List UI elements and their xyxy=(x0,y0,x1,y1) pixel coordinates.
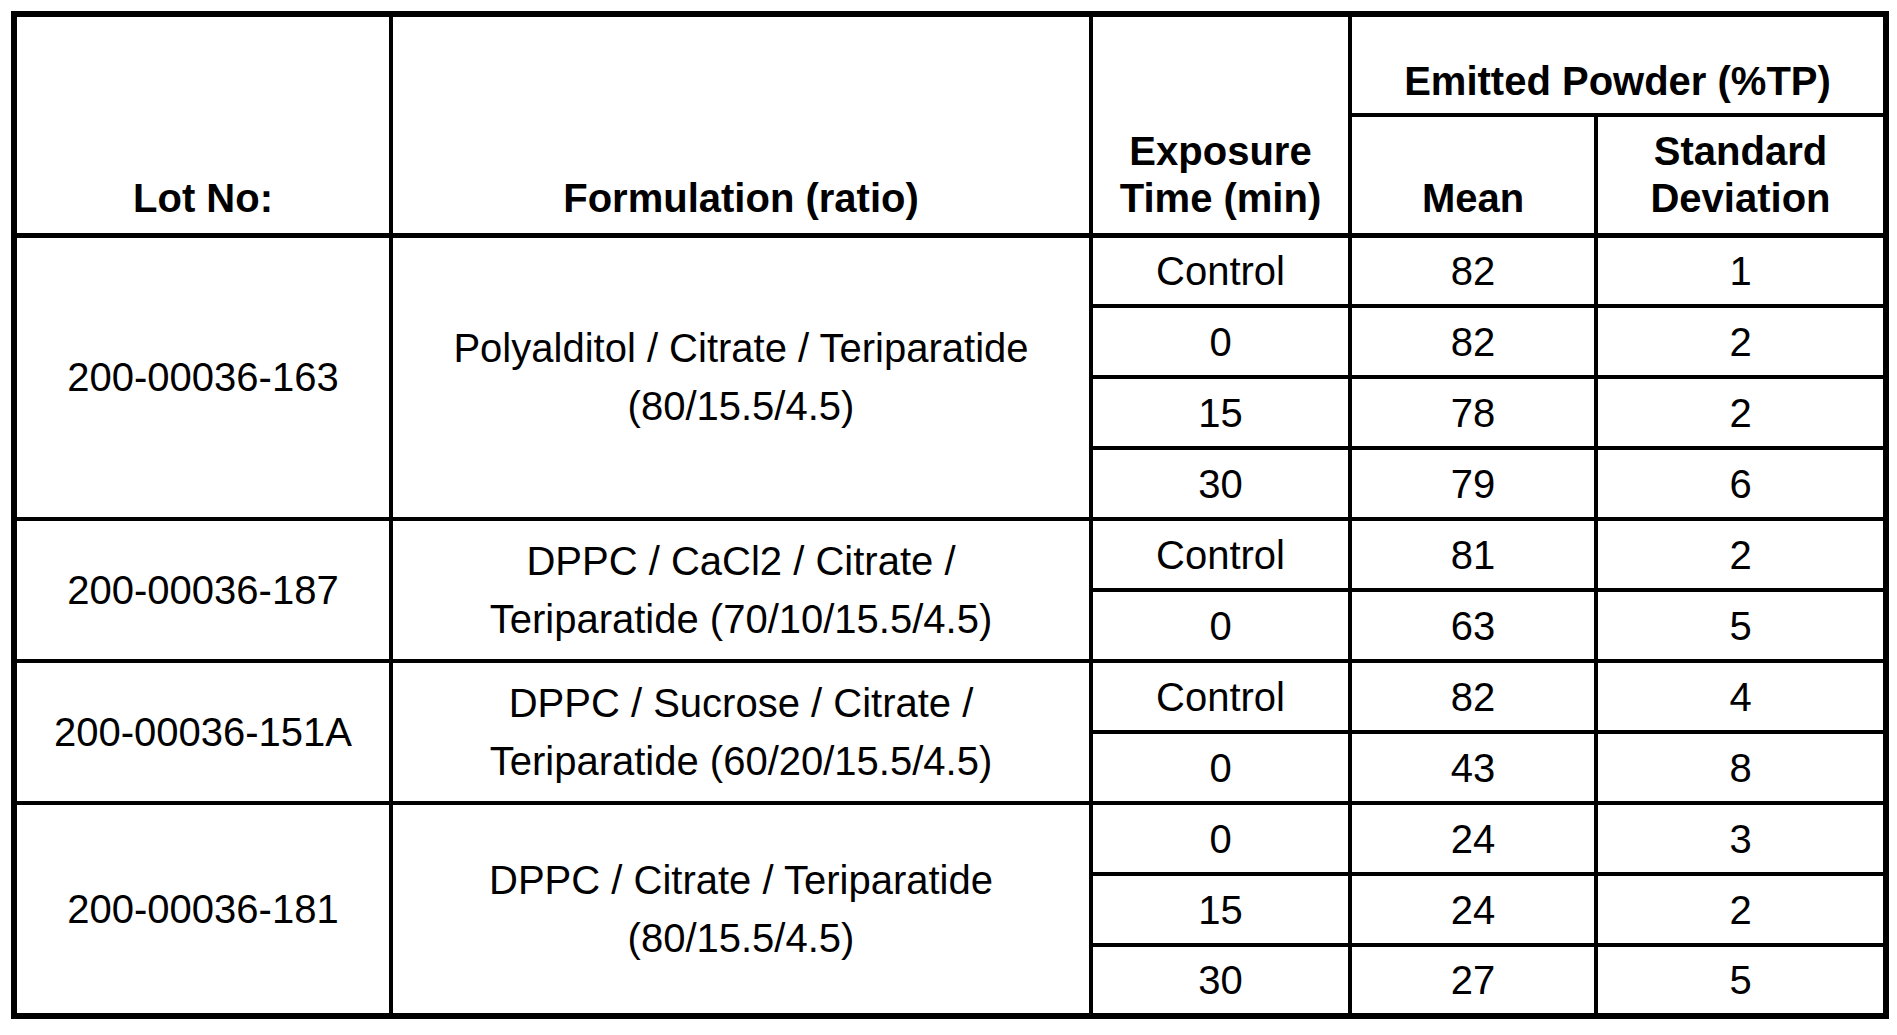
exposure-time-cell: Control xyxy=(1091,519,1350,590)
formulation-cell: DPPC / CaCl2 / Citrate / Teriparatide (7… xyxy=(391,519,1091,661)
exposure-time-cell: Control xyxy=(1091,661,1350,732)
mean-cell: 27 xyxy=(1350,945,1596,1016)
exposure-time-cell: 0 xyxy=(1091,306,1350,377)
std-dev-cell: 3 xyxy=(1596,803,1886,874)
std-dev-cell: 5 xyxy=(1596,945,1886,1016)
lot-no-cell: 200-00036-187 xyxy=(14,519,391,661)
std-dev-cell: 2 xyxy=(1596,874,1886,945)
mean-cell: 81 xyxy=(1350,519,1596,590)
formulation-ratio: Teriparatide (60/20/15.5/4.5) xyxy=(397,732,1085,790)
mean-cell: 82 xyxy=(1350,661,1596,732)
std-dev-cell: 4 xyxy=(1596,661,1886,732)
exposure-time-cell: 30 xyxy=(1091,448,1350,519)
table-row: 200-00036-181 DPPC / Citrate / Teriparat… xyxy=(14,803,1886,874)
header-lot-no: Lot No: xyxy=(14,14,391,235)
formulation-ratio: Teriparatide (70/10/15.5/4.5) xyxy=(397,590,1085,648)
header-mean: Mean xyxy=(1350,115,1596,235)
formulation-cell: DPPC / Citrate / Teriparatide (80/15.5/4… xyxy=(391,803,1091,1016)
std-dev-cell: 2 xyxy=(1596,519,1886,590)
lot-no-cell: 200-00036-163 xyxy=(14,235,391,519)
mean-cell: 24 xyxy=(1350,803,1596,874)
mean-cell: 78 xyxy=(1350,377,1596,448)
lot-no-cell: 200-00036-151A xyxy=(14,661,391,803)
formulation-ratio: (80/15.5/4.5) xyxy=(397,377,1085,435)
std-dev-cell: 2 xyxy=(1596,306,1886,377)
exposure-time-cell: 15 xyxy=(1091,377,1350,448)
header-row-top: Lot No: Formulation (ratio) Exposure Tim… xyxy=(14,14,1886,115)
mean-cell: 63 xyxy=(1350,590,1596,661)
formulation-name: Polyalditol / Citrate / Teriparatide xyxy=(397,319,1085,377)
header-formulation: Formulation (ratio) xyxy=(391,14,1091,235)
mean-cell: 79 xyxy=(1350,448,1596,519)
exposure-time-cell: Control xyxy=(1091,235,1350,306)
formulation-name: DPPC / Citrate / Teriparatide xyxy=(397,851,1085,909)
formulation-name: DPPC / CaCl2 / Citrate / xyxy=(397,532,1085,590)
exposure-time-cell: 30 xyxy=(1091,945,1350,1016)
table-header: Lot No: Formulation (ratio) Exposure Tim… xyxy=(14,14,1886,235)
exposure-time-cell: 0 xyxy=(1091,732,1350,803)
formulation-cell: DPPC / Sucrose / Citrate / Teriparatide … xyxy=(391,661,1091,803)
mean-cell: 43 xyxy=(1350,732,1596,803)
exposure-time-cell: 0 xyxy=(1091,590,1350,661)
formulation-ratio: (80/15.5/4.5) xyxy=(397,909,1085,967)
header-emitted-powder: Emitted Powder (%TP) xyxy=(1350,14,1886,115)
std-dev-cell: 1 xyxy=(1596,235,1886,306)
table-row: 200-00036-187 DPPC / CaCl2 / Citrate / T… xyxy=(14,519,1886,590)
mean-cell: 82 xyxy=(1350,306,1596,377)
mean-cell: 24 xyxy=(1350,874,1596,945)
table-body: 200-00036-163 Polyalditol / Citrate / Te… xyxy=(14,235,1886,1016)
table-row: 200-00036-163 Polyalditol / Citrate / Te… xyxy=(14,235,1886,306)
formulation-name: DPPC / Sucrose / Citrate / xyxy=(397,674,1085,732)
emitted-powder-table: Lot No: Formulation (ratio) Exposure Tim… xyxy=(11,11,1889,1019)
lot-no-cell: 200-00036-181 xyxy=(14,803,391,1016)
header-exposure-time: Exposure Time (min) xyxy=(1091,14,1350,235)
table-row: 200-00036-151A DPPC / Sucrose / Citrate … xyxy=(14,661,1886,732)
header-std-deviation: Standard Deviation xyxy=(1596,115,1886,235)
std-dev-cell: 6 xyxy=(1596,448,1886,519)
formulation-cell: Polyalditol / Citrate / Teriparatide (80… xyxy=(391,235,1091,519)
exposure-time-cell: 0 xyxy=(1091,803,1350,874)
std-dev-cell: 8 xyxy=(1596,732,1886,803)
std-dev-cell: 5 xyxy=(1596,590,1886,661)
exposure-time-cell: 15 xyxy=(1091,874,1350,945)
std-dev-cell: 2 xyxy=(1596,377,1886,448)
mean-cell: 82 xyxy=(1350,235,1596,306)
